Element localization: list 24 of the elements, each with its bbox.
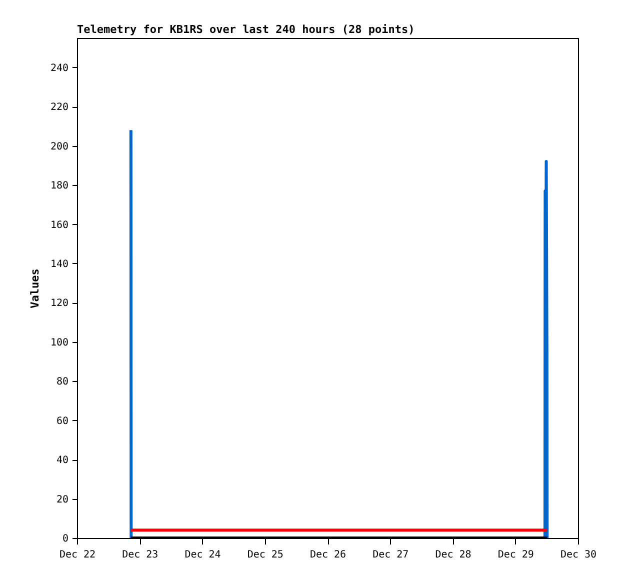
- y-axis-title: Values: [28, 268, 42, 308]
- x-tick-label: Dec 29: [498, 550, 534, 560]
- x-tick-label: Dec 30: [560, 550, 597, 560]
- y-tick-label: 200: [50, 141, 68, 152]
- y-tick-label: 180: [50, 180, 68, 192]
- x-tick-label: Dec 23: [122, 550, 158, 560]
- x-tick-label: Dec 27: [372, 550, 409, 560]
- y-tick-label: 120: [50, 298, 68, 310]
- chart-title: Telemetry for KB1RS over last 240 hours (28 points): [77, 23, 415, 36]
- y-tick-label: 100: [50, 337, 68, 348]
- x-tick-label: Dec 24: [184, 550, 221, 560]
- y-tick-label: 220: [50, 102, 68, 114]
- y-tick-label: 240: [50, 62, 68, 74]
- y-tick-label: 160: [50, 220, 68, 231]
- y-tick-label: 60: [56, 416, 68, 427]
- y-tick-label: 0: [62, 534, 68, 544]
- y-tick-label: 20: [56, 494, 68, 506]
- x-tick-label: Dec 22: [59, 550, 96, 560]
- y-tick-label: 40: [56, 455, 68, 466]
- x-tick-label: Dec 26: [310, 550, 346, 560]
- x-tick-label: Dec 25: [247, 550, 284, 560]
- x-tick-label: Dec 28: [435, 550, 472, 560]
- y-tick-label: 80: [56, 376, 68, 388]
- y-tick-label: 140: [50, 258, 68, 270]
